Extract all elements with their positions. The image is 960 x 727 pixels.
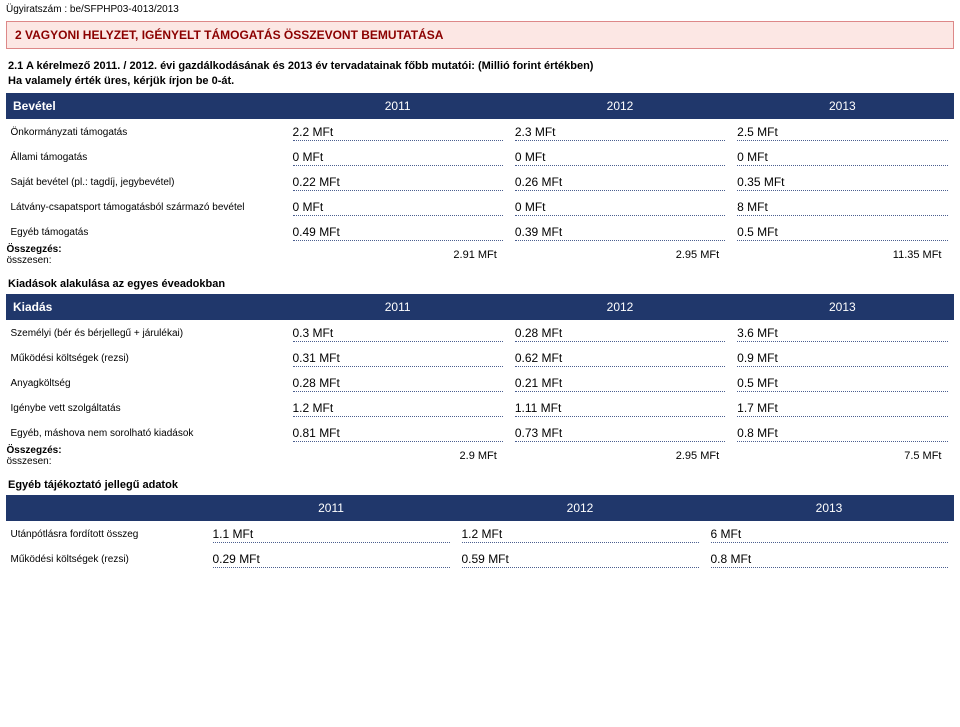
year-2013: 2013 [731, 93, 953, 118]
row-label: Saját bevétel (pl.: tagdíj, jegybevétel) [7, 169, 287, 194]
year-2012: 2012 [509, 93, 731, 118]
table-row: Működési költségek (rezsi) 0.31 MFt 0.62… [7, 345, 954, 370]
table-row: Személyi (bér és bérjellegű + járulékai)… [7, 319, 954, 345]
cell-value[interactable]: 3.6 MFt [737, 324, 947, 342]
other-section-title: Egyéb tájékoztató jellegű adatok [0, 477, 960, 495]
row-label: Személyi (bér és bérjellegű + járulékai) [7, 319, 287, 345]
table-row: Utánpótlásra fordított összeg 1.1 MFt 1.… [7, 520, 954, 546]
year-2011: 2011 [207, 495, 456, 520]
other-header-blank [7, 495, 207, 520]
table-row: Igénybe vett szolgáltatás 1.2 MFt 1.11 M… [7, 395, 954, 420]
cell-value[interactable]: 0 MFt [293, 198, 503, 216]
summary-sublabel: összesen: [7, 255, 287, 266]
cell-value[interactable]: 1.2 MFt [293, 399, 503, 417]
cell-value[interactable]: 0.8 MFt [737, 424, 947, 442]
cell-value[interactable]: 0.9 MFt [737, 349, 947, 367]
cell-value[interactable]: 6 MFt [711, 525, 948, 543]
intro-text: 2.1 A kérelmező 2011. / 2012. évi gazdál… [0, 57, 960, 93]
cell-value[interactable]: 0.35 MFt [737, 173, 947, 191]
case-number: Ügyiratszám : be/SFPHP03-4013/2013 [0, 0, 960, 17]
row-label: Anyagköltség [7, 370, 287, 395]
row-label: Működési költségek (rezsi) [7, 345, 287, 370]
row-label: Látvány-csapatsport támogatásból származ… [7, 194, 287, 219]
section-banner: 2 VAGYONI HELYZET, IGÉNYELT TÁMOGATÁS ÖS… [6, 21, 954, 49]
cell-value[interactable]: 1.7 MFt [737, 399, 947, 417]
cell-value[interactable]: 0.5 MFt [737, 374, 947, 392]
cell-value[interactable]: 0.62 MFt [515, 349, 725, 367]
other-table: 2011 2012 2013 Utánpótlásra fordított ös… [6, 495, 954, 571]
cell-value[interactable]: 0.8 MFt [711, 550, 948, 568]
summary-row: Összegzés: összesen: 2.91 MFt 2.95 MFt 1… [7, 244, 954, 266]
summary-row: Összegzés: összesen: 2.9 MFt 2.95 MFt 7.… [7, 445, 954, 467]
cell-value[interactable]: 0.29 MFt [213, 550, 450, 568]
table-row: Állami támogatás 0 MFt 0 MFt 0 MFt [7, 144, 954, 169]
cell-value[interactable]: 0 MFt [515, 148, 725, 166]
summary-value: 11.35 MFt [731, 244, 953, 266]
table-row: Működési költségek (rezsi) 0.29 MFt 0.59… [7, 546, 954, 571]
summary-value: 7.5 MFt [731, 445, 953, 467]
summary-sublabel: összesen: [7, 456, 287, 467]
cell-value[interactable]: 0.22 MFt [293, 173, 503, 191]
table-row: Anyagköltség 0.28 MFt 0.21 MFt 0.5 MFt [7, 370, 954, 395]
year-2012: 2012 [509, 294, 731, 319]
summary-label: Összegzés: [7, 445, 287, 456]
intro-line-2: Ha valamely érték üres, kérjük írjon be … [8, 75, 234, 87]
table-row: Egyéb, máshova nem sorolható kiadások 0.… [7, 420, 954, 445]
cell-value[interactable]: 0 MFt [515, 198, 725, 216]
cell-value[interactable]: 0.26 MFt [515, 173, 725, 191]
cell-value[interactable]: 0.73 MFt [515, 424, 725, 442]
cell-value[interactable]: 0.59 MFt [462, 550, 699, 568]
cell-value[interactable]: 1.2 MFt [462, 525, 699, 543]
table-row: Saját bevétel (pl.: tagdíj, jegybevétel)… [7, 169, 954, 194]
cell-value[interactable]: 0 MFt [737, 148, 947, 166]
summary-value: 2.91 MFt [287, 244, 509, 266]
cell-value[interactable]: 0.31 MFt [293, 349, 503, 367]
summary-value: 2.9 MFt [287, 445, 509, 467]
cell-value[interactable]: 0.21 MFt [515, 374, 725, 392]
year-2011: 2011 [287, 93, 509, 118]
table-row: Egyéb támogatás 0.49 MFt 0.39 MFt 0.5 MF… [7, 219, 954, 244]
intro-line-1: 2.1 A kérelmező 2011. / 2012. évi gazdál… [8, 60, 593, 72]
row-label: Utánpótlásra fordított összeg [7, 520, 207, 546]
cell-value[interactable]: 0 MFt [293, 148, 503, 166]
expense-header-label: Kiadás [7, 294, 287, 319]
summary-value: 2.95 MFt [509, 244, 731, 266]
row-label: Állami támogatás [7, 144, 287, 169]
row-label: Egyéb támogatás [7, 219, 287, 244]
revenue-table: Bevétel 2011 2012 2013 Önkormányzati tám… [6, 93, 954, 266]
cell-value[interactable]: 0.28 MFt [515, 324, 725, 342]
expense-table: Kiadás 2011 2012 2013 Személyi (bér és b… [6, 294, 954, 467]
cell-value[interactable]: 0.5 MFt [737, 223, 947, 241]
cell-value[interactable]: 2.5 MFt [737, 123, 947, 141]
cell-value[interactable]: 0.28 MFt [293, 374, 503, 392]
cell-value[interactable]: 1.1 MFt [213, 525, 450, 543]
year-2013: 2013 [731, 294, 953, 319]
row-label: Egyéb, máshova nem sorolható kiadások [7, 420, 287, 445]
summary-value: 2.95 MFt [509, 445, 731, 467]
table-row: Önkormányzati támogatás 2.2 MFt 2.3 MFt … [7, 118, 954, 144]
cell-value[interactable]: 0.49 MFt [293, 223, 503, 241]
summary-label: Összegzés: [7, 244, 287, 255]
table-row: Látvány-csapatsport támogatásból származ… [7, 194, 954, 219]
year-2011: 2011 [287, 294, 509, 319]
revenue-header-label: Bevétel [7, 93, 287, 118]
cell-value[interactable]: 0.3 MFt [293, 324, 503, 342]
cell-value[interactable]: 2.3 MFt [515, 123, 725, 141]
year-2013: 2013 [705, 495, 954, 520]
cell-value[interactable]: 0.81 MFt [293, 424, 503, 442]
cell-value[interactable]: 0.39 MFt [515, 223, 725, 241]
row-label: Működési költségek (rezsi) [7, 546, 207, 571]
row-label: Igénybe vett szolgáltatás [7, 395, 287, 420]
cell-value[interactable]: 2.2 MFt [293, 123, 503, 141]
expense-section-title: Kiadások alakulása az egyes éveadokban [0, 276, 960, 294]
year-2012: 2012 [456, 495, 705, 520]
row-label: Önkormányzati támogatás [7, 118, 287, 144]
cell-value[interactable]: 1.11 MFt [515, 399, 725, 417]
cell-value[interactable]: 8 MFt [737, 198, 947, 216]
